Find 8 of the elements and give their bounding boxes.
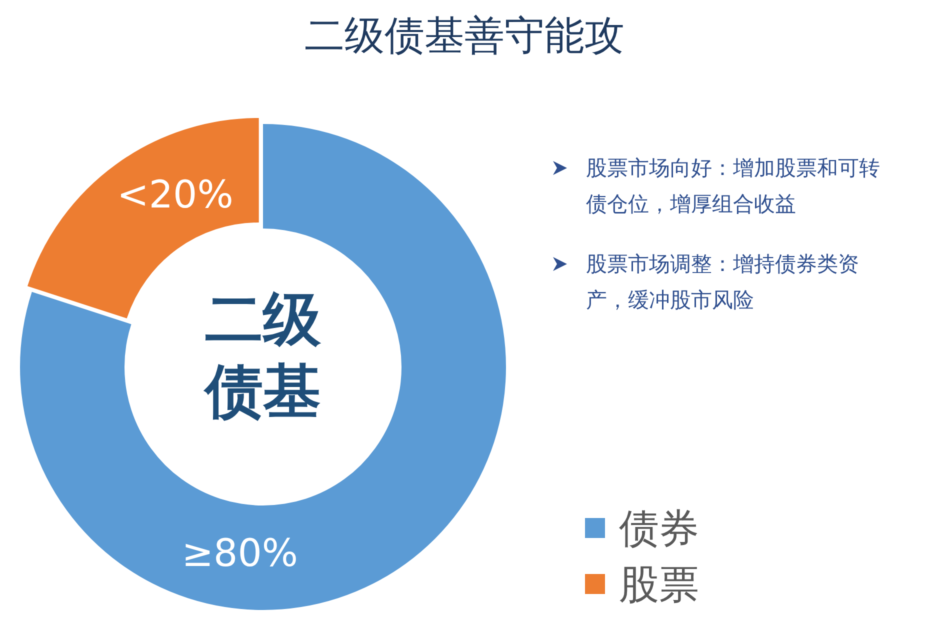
chart-title: 二级债基善守能攻 bbox=[304, 12, 626, 61]
data-label: ≥80% bbox=[182, 531, 298, 576]
text: 股票市场调整：增持债券类资产，缓冲股市风险 bbox=[585, 251, 860, 314]
text: 二级债基 bbox=[202, 284, 322, 427]
legend-label: 股票 bbox=[618, 560, 699, 610]
data-label: <20% bbox=[117, 172, 234, 217]
legend-label: 债券 bbox=[618, 504, 699, 554]
text: 股票市场向好：增加股票和可转债仓位，增厚组合收益 bbox=[585, 155, 880, 218]
